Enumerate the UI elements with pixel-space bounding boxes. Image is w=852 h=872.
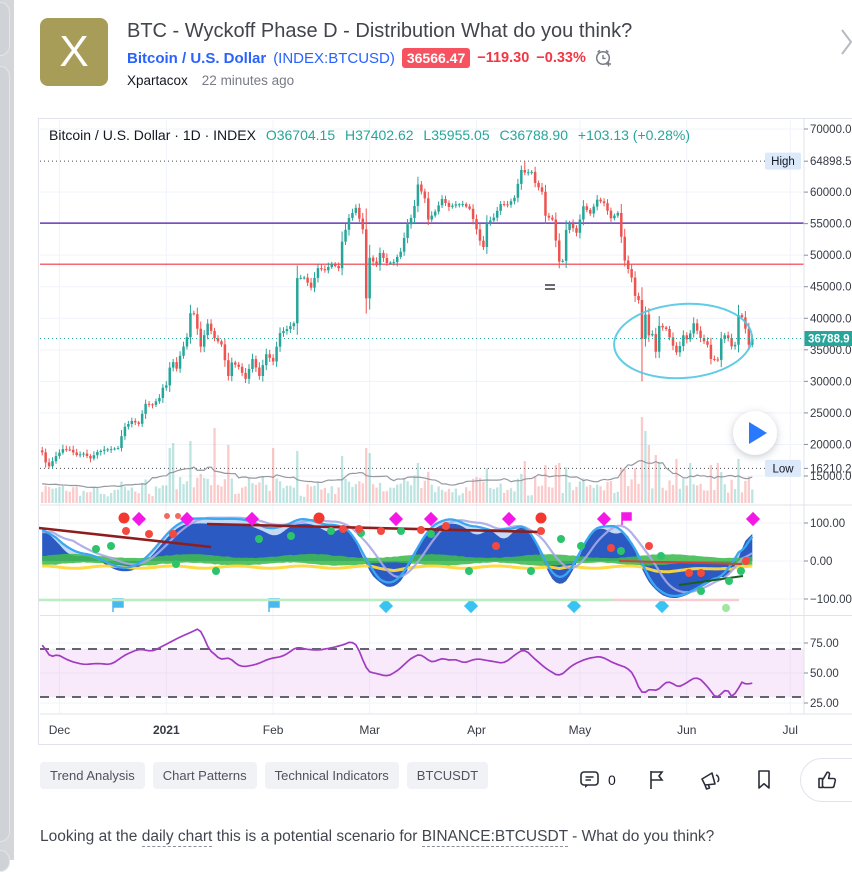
megaphone-icon (698, 768, 724, 792)
svg-text:20000.0: 20000.0 (810, 439, 852, 451)
svg-text:60000.0: 60000.0 (810, 187, 852, 199)
svg-text:High: High (771, 156, 795, 168)
svg-text:2021: 2021 (153, 723, 180, 737)
legend-high: H37402.62 (345, 127, 414, 143)
chart-canvas[interactable]: 70000.0 60000.0 55000.0 50000.0 45000.0 40000… (39, 119, 852, 746)
svg-text:Low: Low (772, 463, 794, 475)
like-button[interactable] (800, 758, 852, 802)
svg-text:Mar: Mar (359, 723, 380, 737)
report-button[interactable] (646, 768, 668, 792)
svg-text:55000.0: 55000.0 (810, 219, 852, 231)
svg-text:45000.0: 45000.0 (810, 282, 852, 294)
daily-chart-link[interactable]: daily chart (142, 828, 213, 847)
avatar[interactable]: X (40, 18, 108, 86)
share-button[interactable] (698, 768, 724, 792)
add-alert-icon[interactable] (593, 47, 615, 69)
legend-close: C36788.90 (500, 127, 569, 143)
description-text: - What do you think? (568, 828, 714, 845)
symbol-row: Bitcoin / U.S. Dollar (INDEX:BTCUSD) 365… (127, 47, 615, 69)
symbol-mention-link[interactable]: BINANCE:BTCUSDT (422, 828, 568, 847)
play-button[interactable] (733, 411, 777, 455)
idea-description: Looking at the daily chart this is a pot… (40, 828, 714, 846)
chart-legend: Bitcoin / U.S. Dollar · 1D · INDEX O3670… (49, 127, 690, 143)
byline: Xpartacox 22 minutes ago (127, 73, 294, 88)
svg-text:50.00: 50.00 (810, 668, 839, 680)
price-badge: 36566.47 (402, 48, 470, 68)
svg-text:−100.00: −100.00 (810, 594, 852, 606)
svg-text:Feb: Feb (263, 723, 284, 737)
svg-text:100.00: 100.00 (810, 518, 845, 530)
background-card-edge (0, 0, 14, 860)
svg-text:75.00: 75.00 (810, 638, 839, 650)
comment-icon (578, 768, 602, 792)
bookmark-icon (754, 768, 774, 792)
tag-btcusdt[interactable]: BTCUSDT (407, 762, 488, 789)
svg-text:Jul: Jul (783, 723, 798, 737)
legend-open: O36704.15 (266, 127, 335, 143)
stacked-card-edge (0, 66, 10, 842)
legend-series-title[interactable]: Bitcoin / U.S. Dollar · 1D · INDEX (49, 127, 256, 143)
stacked-card-edge (0, 2, 10, 56)
svg-text:Dec: Dec (49, 723, 70, 737)
comment-button[interactable]: 0 (578, 768, 616, 792)
actions-row: 0 (578, 765, 774, 795)
svg-text:Apr: Apr (467, 723, 486, 737)
svg-text:25.00: 25.00 (810, 698, 839, 710)
description-text: Looking at the (40, 828, 142, 845)
symbol-name-link[interactable]: Bitcoin / U.S. Dollar (127, 50, 266, 67)
svg-text:50000.0: 50000.0 (810, 250, 852, 262)
svg-text:40000.0: 40000.0 (810, 313, 852, 325)
candles (41, 161, 754, 469)
price-axis: 70000.0 60000.0 55000.0 50000.0 45000.0 40000… (765, 124, 852, 710)
tags-row: Trend Analysis Chart Patterns Technical … (40, 762, 488, 789)
svg-text:30000.0: 30000.0 (810, 376, 852, 388)
tag-technical-indicators[interactable]: Technical Indicators (265, 762, 399, 789)
svg-text:36788.9: 36788.9 (808, 334, 850, 346)
next-idea-chevron[interactable] (838, 22, 852, 78)
comment-count: 0 (608, 772, 616, 788)
avatar-letter: X (59, 27, 88, 77)
stacked-card-edge (0, 850, 10, 872)
legend-change: +103.13 (+0.28%) (578, 127, 690, 143)
legend-low: L35955.05 (423, 127, 489, 143)
tag-trend-analysis[interactable]: Trend Analysis (40, 762, 145, 789)
idea-title[interactable]: BTC - Wyckoff Phase D - Distribution Wha… (127, 20, 632, 43)
svg-text:16210.2: 16210.2 (810, 463, 852, 475)
price-change: −119.30 (477, 50, 529, 66)
time-ago: 22 minutes ago (202, 73, 294, 88)
chart-container[interactable]: Bitcoin / U.S. Dollar · 1D · INDEX O3670… (38, 118, 852, 745)
price-change-pct: −0.33% (536, 50, 586, 66)
svg-text:70000.0: 70000.0 (810, 124, 852, 136)
symbol-code-link[interactable]: (INDEX:BTCUSD) (273, 50, 395, 67)
svg-text:Jun: Jun (677, 723, 696, 737)
bookmark-button[interactable] (754, 768, 774, 792)
time-axis: Dec 2021 Feb Mar Apr May Jun Jul (49, 723, 798, 737)
svg-text:35000.0: 35000.0 (810, 345, 852, 357)
svg-text:May: May (569, 723, 592, 737)
svg-text:0.00: 0.00 (810, 556, 832, 568)
description-text: this is a potential scenario for (212, 828, 421, 845)
svg-text:25000.0: 25000.0 (810, 408, 852, 420)
thumbs-up-icon (816, 768, 840, 792)
author-name[interactable]: Xpartacox (127, 73, 188, 88)
volume-bars (41, 417, 753, 503)
tag-chart-patterns[interactable]: Chart Patterns (153, 762, 257, 789)
svg-text:64898.5: 64898.5 (810, 156, 852, 168)
flag-icon (646, 768, 668, 792)
